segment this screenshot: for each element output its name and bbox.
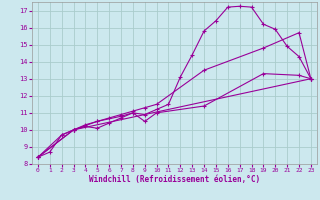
X-axis label: Windchill (Refroidissement éolien,°C): Windchill (Refroidissement éolien,°C) bbox=[89, 175, 260, 184]
